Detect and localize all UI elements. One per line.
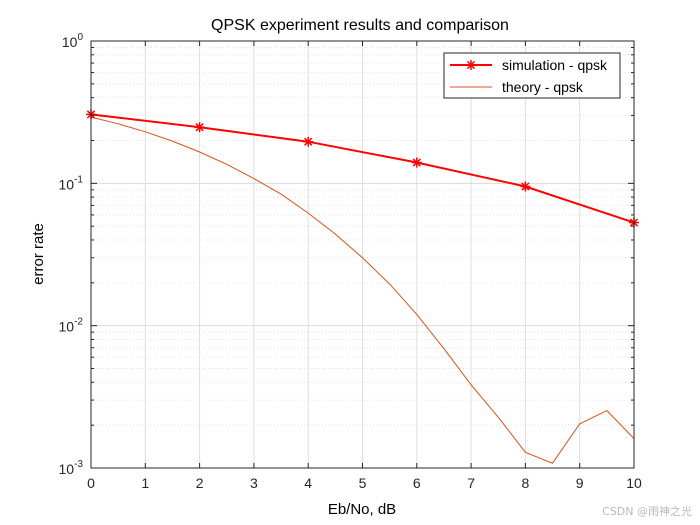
x-tick-label: 2 [196, 475, 204, 491]
x-tick-label: 7 [467, 475, 475, 491]
legend-box [443, 52, 621, 99]
tick-layer: 0 1 2 3 4 5 6 7 8 9 10 100 10-1 10-2 10-3 [59, 32, 642, 491]
marker-stroke [195, 123, 204, 132]
simulation-series-line [90, 113, 635, 224]
marker-stroke [521, 182, 530, 191]
legend: simulation - qpsk theory - qpsk [443, 52, 621, 99]
grid-layer [90, 40, 635, 469]
marker-stroke [466, 60, 476, 70]
x-tick-label: 4 [304, 475, 312, 491]
x-tick-label: 9 [576, 475, 584, 491]
simulation-point [194, 122, 205, 133]
marker-stroke [304, 137, 313, 146]
theory-series-line [90, 116, 635, 464]
y-tick-label: 10-2 [59, 317, 84, 335]
y-tick-label: 100 [62, 32, 84, 50]
x-tick-label: 10 [626, 475, 642, 491]
x-tick-label: 0 [87, 475, 95, 491]
x-tick-label: 6 [413, 475, 421, 491]
simulation-point [303, 136, 314, 147]
y-tick-label: 10-3 [59, 459, 84, 477]
y-axis-label: error rate [30, 223, 47, 285]
legend-theory-label: theory - qpsk [502, 79, 584, 95]
marker-stroke [412, 158, 421, 167]
legend-sim-asterisk [466, 60, 476, 70]
chart-title: QPSK experiment results and comparison [211, 17, 509, 34]
y-tick-label: 10-1 [59, 174, 84, 192]
x-tick-label: 1 [141, 475, 149, 491]
x-tick-label: 5 [359, 475, 367, 491]
legend-sim-marker [466, 60, 476, 70]
x-tick-label: 3 [250, 475, 258, 491]
legend-sim-label: simulation - qpsk [502, 57, 608, 73]
x-axis-label: Eb/No, dB [328, 501, 396, 518]
x-tick-label: 8 [522, 475, 530, 491]
series-layer [86, 109, 639, 464]
simulation-point [520, 181, 531, 192]
simulation-point [411, 157, 422, 168]
watermark-text: CSDN @雨神之光 [602, 505, 692, 518]
